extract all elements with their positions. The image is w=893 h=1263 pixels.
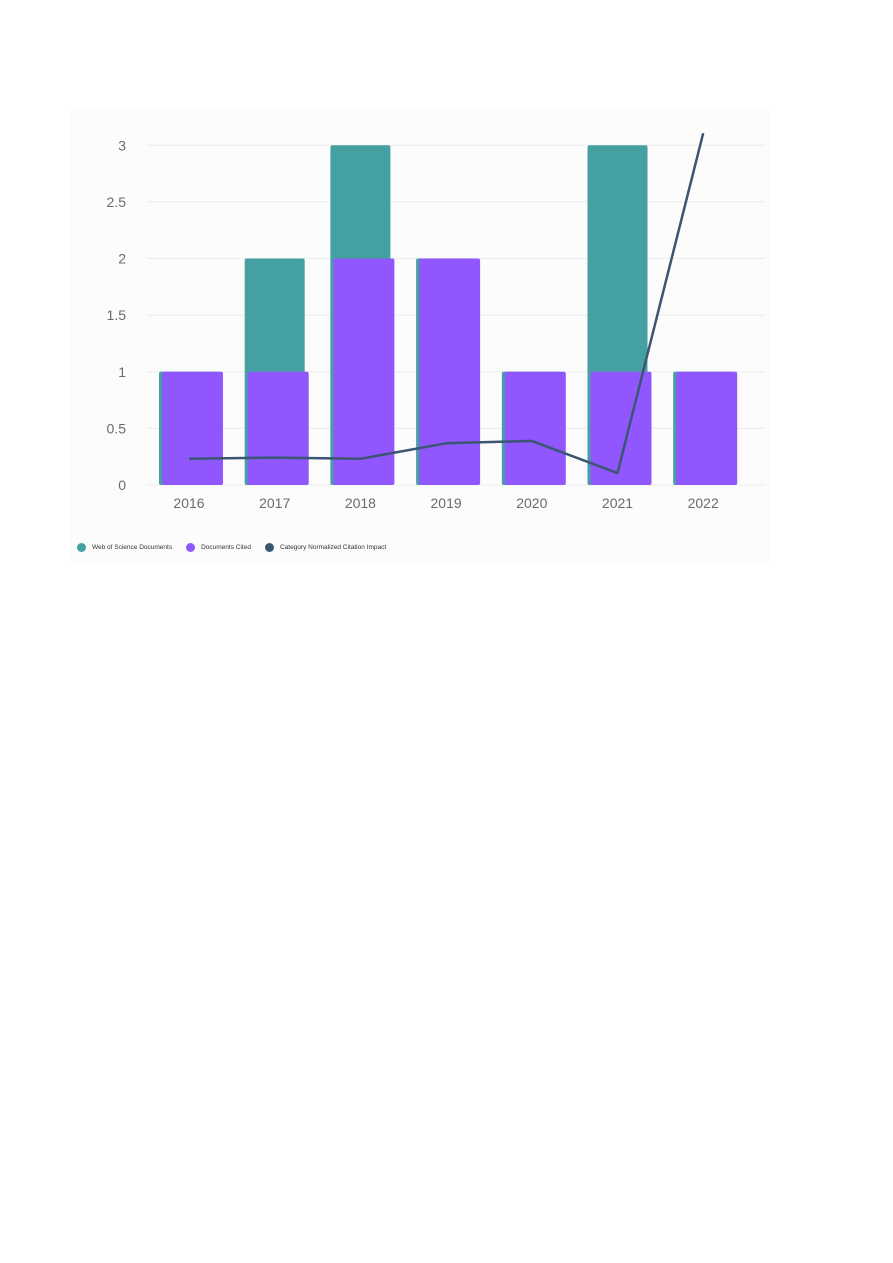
bar-documents-cited xyxy=(676,371,738,485)
bar-documents-cited xyxy=(162,371,223,485)
x-tick-label: 2017 xyxy=(259,495,290,511)
left-tick-label: 0.5 xyxy=(107,420,127,436)
x-tick-label: 2021 xyxy=(602,495,633,511)
combo-chart: 00.511.522.53 0.00.51.01.52.02.5 2016201… xyxy=(107,132,765,511)
legend: Web of Science Documents Documents Cited… xyxy=(77,543,400,552)
legend-label: Documents Cited xyxy=(201,544,251,551)
left-tick-label: 0 xyxy=(118,477,126,493)
legend-dot-icon xyxy=(186,543,196,552)
bar-documents-cited xyxy=(590,371,652,485)
x-tick-label: 2016 xyxy=(173,495,204,511)
bar-documents-cited xyxy=(419,258,481,485)
x-tick-label: 2018 xyxy=(345,495,376,511)
left-tick-label: 2 xyxy=(118,251,126,267)
chart-area: 00.511.522.53 0.00.51.01.52.02.5 2016201… xyxy=(70,110,770,565)
x-axis-ticks: 2016 2017 2018 2019 2020 2021 2022 xyxy=(173,495,719,511)
legend-item-citation-impact[interactable]: Category Normalized Citation Impact xyxy=(264,543,387,552)
left-tick-label: 1.5 xyxy=(107,307,127,323)
x-tick-label: 2022 xyxy=(688,495,719,511)
legend-dot-icon xyxy=(264,543,274,552)
legend-item-web-of-science[interactable]: Web of Science Documents xyxy=(77,543,172,552)
left-tick-label: 3 xyxy=(118,137,126,153)
impact-line-path xyxy=(188,132,705,475)
bar-documents-cited xyxy=(333,258,395,485)
legend-item-documents-cited[interactable]: Documents Cited xyxy=(186,543,251,552)
bar-documents-cited xyxy=(247,371,309,485)
left-tick-label: 2.5 xyxy=(107,194,127,210)
legend-label: Web of Science Documents xyxy=(92,544,173,551)
legend-dot-icon xyxy=(77,543,86,552)
x-tick-label: 2019 xyxy=(431,495,462,511)
bar-documents-cited xyxy=(504,371,566,485)
left-tick-label: 1 xyxy=(118,364,126,380)
x-tick-label: 2020 xyxy=(516,495,547,511)
impact-line xyxy=(188,132,705,475)
left-axis-ticks: 0 0.5 1 1.5 2 2.5 3 xyxy=(107,137,127,493)
legend-label: Category Normalized Citation Impact xyxy=(279,544,387,551)
